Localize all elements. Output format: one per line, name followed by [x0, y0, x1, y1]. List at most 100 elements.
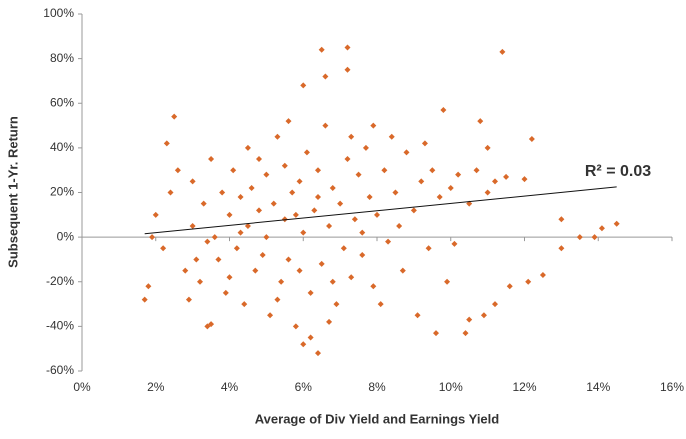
point — [528, 135, 535, 142]
point — [274, 133, 281, 140]
y-tick-label: 80% — [50, 51, 74, 65]
y-tick-label: 100% — [43, 6, 74, 20]
point — [503, 173, 510, 180]
point — [296, 267, 303, 274]
point — [340, 245, 347, 252]
point — [521, 176, 528, 183]
point — [145, 283, 152, 290]
point — [414, 312, 421, 319]
point — [326, 222, 333, 229]
point — [348, 274, 355, 281]
point — [344, 156, 351, 163]
point — [484, 144, 491, 151]
point — [410, 207, 417, 214]
point — [160, 245, 167, 252]
point — [396, 222, 403, 229]
point — [576, 234, 583, 241]
point — [285, 118, 292, 125]
point — [403, 149, 410, 156]
point — [193, 256, 200, 263]
point — [307, 334, 314, 341]
point — [300, 341, 307, 348]
y-tick-label: 0% — [57, 229, 75, 243]
point — [322, 73, 329, 80]
point — [429, 167, 436, 174]
point — [451, 240, 458, 247]
point — [237, 229, 244, 236]
point — [362, 144, 369, 151]
x-tick-label: 14% — [586, 380, 610, 394]
point — [492, 301, 498, 308]
point — [462, 330, 469, 337]
point — [215, 256, 222, 263]
point — [226, 274, 233, 281]
point — [315, 350, 321, 357]
point — [252, 267, 259, 274]
point — [211, 234, 218, 241]
point — [447, 185, 454, 192]
point — [466, 316, 473, 323]
x-tick-label: 2% — [147, 380, 165, 394]
point — [296, 178, 303, 185]
point — [558, 245, 565, 252]
y-tick-label: 20% — [50, 185, 74, 199]
point — [381, 167, 388, 174]
x-tick-label: 12% — [512, 380, 536, 394]
point — [359, 251, 366, 258]
point — [318, 46, 325, 53]
point — [226, 211, 233, 218]
point — [344, 44, 351, 51]
point — [492, 178, 498, 185]
point — [315, 193, 321, 200]
point — [355, 171, 362, 178]
point — [263, 171, 270, 178]
point — [473, 167, 480, 174]
point — [307, 289, 314, 296]
point — [256, 156, 262, 163]
point — [171, 113, 178, 120]
y-tick-label: 60% — [50, 95, 74, 109]
point — [418, 178, 425, 185]
point — [182, 267, 189, 274]
point — [613, 220, 620, 227]
point — [285, 256, 292, 263]
point — [200, 200, 207, 207]
point — [281, 162, 288, 169]
point — [370, 122, 377, 129]
point — [436, 193, 443, 200]
point — [204, 238, 211, 245]
point — [598, 225, 605, 232]
point — [300, 229, 307, 236]
point — [484, 189, 491, 196]
point — [278, 278, 285, 285]
point — [425, 245, 432, 252]
point — [163, 140, 170, 147]
point — [326, 318, 333, 325]
point — [433, 330, 439, 337]
point — [256, 207, 262, 214]
x-tick-label: 4% — [221, 380, 239, 394]
point — [333, 301, 340, 308]
x-axis-title: Average of Div Yield and Earnings Yield — [255, 411, 499, 426]
point — [189, 178, 196, 185]
point — [399, 267, 406, 274]
point — [189, 222, 196, 229]
point — [270, 200, 277, 207]
point — [267, 312, 274, 319]
point — [348, 133, 355, 140]
point — [591, 234, 598, 241]
point — [388, 133, 395, 140]
point — [233, 245, 240, 252]
x-tick-label: 10% — [439, 380, 463, 394]
point — [292, 323, 299, 330]
point — [477, 118, 484, 125]
point — [351, 216, 358, 223]
point — [274, 296, 281, 303]
point — [208, 156, 215, 163]
point — [506, 283, 513, 290]
point — [303, 149, 310, 156]
trendline — [144, 186, 617, 235]
y-tick-label: -60% — [46, 363, 74, 377]
x-tick-label: 6% — [295, 380, 313, 394]
